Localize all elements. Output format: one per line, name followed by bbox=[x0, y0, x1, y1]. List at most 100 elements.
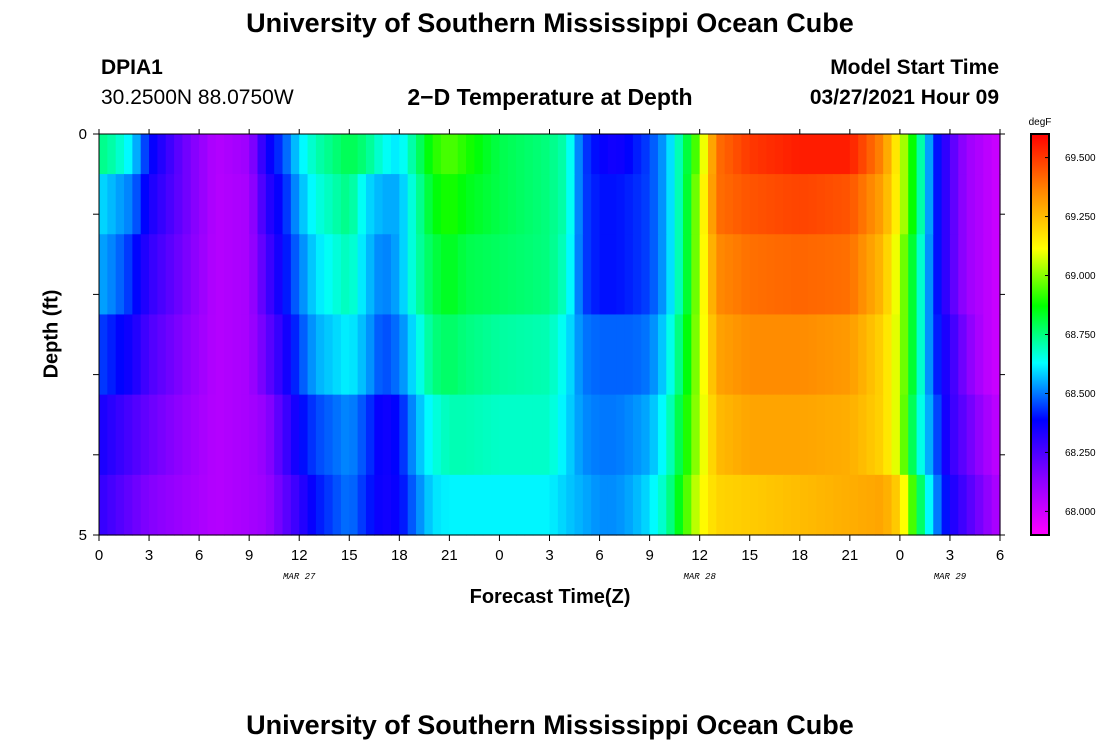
heatmap-cell bbox=[607, 134, 617, 175]
heatmap-cell bbox=[557, 394, 567, 476]
heatmap-cell bbox=[182, 474, 192, 536]
heatmap-cell bbox=[557, 474, 567, 536]
heatmap-cell bbox=[232, 314, 242, 396]
heatmap-cell bbox=[791, 174, 801, 235]
heatmap-cell bbox=[966, 394, 976, 476]
heatmap-cell bbox=[883, 314, 893, 396]
heatmap-cell bbox=[382, 314, 392, 396]
heatmap-cell bbox=[866, 314, 876, 396]
heatmap-cell bbox=[607, 474, 617, 536]
heatmap-cell bbox=[908, 314, 918, 396]
heatmap-cell bbox=[457, 394, 467, 476]
heatmap-cell bbox=[349, 134, 359, 175]
heatmap-cell bbox=[808, 234, 818, 316]
heatmap-cell bbox=[966, 314, 976, 396]
heatmap-cell bbox=[340, 174, 350, 235]
heatmap-cell bbox=[549, 234, 559, 316]
heatmap-cell bbox=[274, 474, 284, 536]
heatmap-cell bbox=[541, 134, 551, 175]
heatmap-cell bbox=[841, 314, 851, 396]
heatmap-cell bbox=[766, 394, 776, 476]
heatmap-cell bbox=[958, 174, 968, 235]
heatmap-cell bbox=[466, 174, 476, 235]
heatmap-cell bbox=[315, 394, 325, 476]
heatmap-cell bbox=[833, 394, 843, 476]
heatmap-cell bbox=[783, 394, 793, 476]
heatmap-cell bbox=[624, 234, 634, 316]
heatmap-cell bbox=[749, 174, 759, 235]
heatmap-cell bbox=[549, 174, 559, 235]
heatmap-cell bbox=[607, 394, 617, 476]
heatmap-cell bbox=[249, 234, 259, 316]
heatmap-cell bbox=[816, 314, 826, 396]
heatmap-cell bbox=[632, 174, 642, 235]
heatmap-cell bbox=[374, 174, 384, 235]
heatmap-cell bbox=[157, 234, 167, 316]
heatmap-cell bbox=[357, 174, 367, 235]
heatmap-cell bbox=[708, 394, 717, 476]
heatmap-cell bbox=[416, 174, 425, 235]
heatmap-cell bbox=[749, 314, 759, 396]
heatmap-cell bbox=[783, 134, 793, 175]
heatmap-cell bbox=[441, 394, 450, 476]
heatmap-cell bbox=[749, 234, 759, 316]
heatmap-cell bbox=[349, 174, 359, 235]
heatmap-cell bbox=[140, 394, 150, 476]
heatmap-cell bbox=[974, 394, 984, 476]
heatmap-cell bbox=[841, 234, 851, 316]
heatmap-cell bbox=[541, 474, 551, 536]
heatmap-cell bbox=[99, 474, 108, 536]
heatmap-cell bbox=[891, 394, 901, 476]
x-date-label: MAR 28 bbox=[683, 572, 716, 582]
heatmap-cell bbox=[107, 394, 117, 476]
heatmap-cell bbox=[507, 474, 517, 536]
heatmap-cell bbox=[641, 474, 651, 536]
heatmap-cell bbox=[766, 134, 776, 175]
heatmap-cell bbox=[991, 474, 1001, 536]
heatmap-cell bbox=[407, 394, 417, 476]
heatmap-cell bbox=[682, 174, 692, 235]
heatmap-cell bbox=[941, 174, 951, 235]
x-tick-label: 6 bbox=[595, 547, 603, 564]
heatmap-cell bbox=[724, 174, 734, 235]
heatmap-cell bbox=[983, 314, 993, 396]
heatmap-cell bbox=[207, 474, 217, 536]
heatmap-cell bbox=[407, 314, 417, 396]
heatmap-cell bbox=[733, 394, 742, 476]
heatmap-cell bbox=[457, 134, 467, 175]
heatmap-cell bbox=[507, 234, 517, 316]
heatmap-cell bbox=[290, 174, 300, 235]
heatmap-cell bbox=[607, 174, 617, 235]
heatmap-cell bbox=[315, 234, 325, 316]
x-tick-label: 12 bbox=[291, 547, 308, 564]
heatmap-cell bbox=[399, 314, 409, 396]
heatmap-cell bbox=[207, 314, 217, 396]
heatmap-cell bbox=[983, 174, 993, 235]
heatmap-cell bbox=[332, 234, 342, 316]
heatmap-cell bbox=[140, 174, 150, 235]
heatmap-cell bbox=[941, 314, 951, 396]
heatmap-cell bbox=[883, 474, 893, 536]
heatmap-cell bbox=[274, 234, 284, 316]
heatmap-cell bbox=[232, 474, 242, 536]
heatmap-cell bbox=[390, 174, 400, 235]
heatmap-cell bbox=[374, 134, 384, 175]
heatmap-cell bbox=[682, 134, 692, 175]
heatmap-cell bbox=[491, 314, 501, 396]
heatmap-cell bbox=[991, 134, 1001, 175]
heatmap-cell bbox=[407, 134, 417, 175]
heatmap-cell bbox=[874, 174, 884, 235]
heatmap-cell bbox=[858, 314, 868, 396]
heatmap-cell bbox=[416, 134, 425, 175]
heatmap-cell bbox=[891, 474, 901, 536]
heatmap-cell bbox=[399, 174, 409, 235]
heatmap-cell bbox=[224, 134, 234, 175]
heatmap-cell bbox=[657, 474, 667, 536]
x-tick-label: 18 bbox=[391, 547, 408, 564]
heatmap-cell bbox=[616, 174, 626, 235]
heatmap-cell bbox=[566, 314, 576, 396]
heatmap-cell bbox=[524, 474, 534, 536]
heatmap-cell bbox=[574, 394, 584, 476]
heatmap-cell bbox=[140, 474, 150, 536]
heatmap-cell bbox=[149, 134, 158, 175]
